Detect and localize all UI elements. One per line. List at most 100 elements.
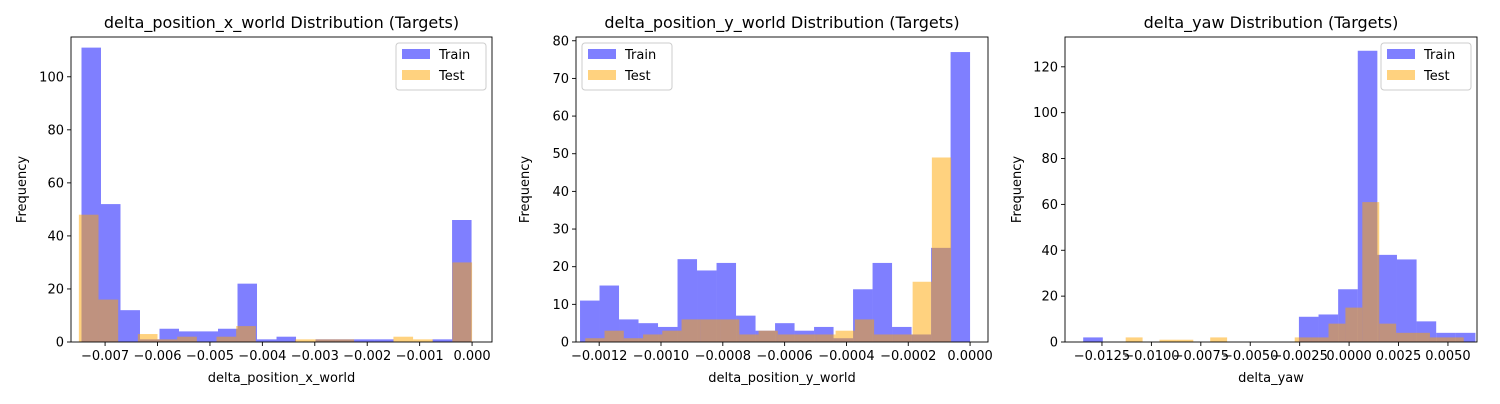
legend-swatch-train [588, 49, 616, 59]
x-tick-label: −0.0002 [880, 349, 936, 364]
bar-test-12 [314, 339, 335, 342]
bar-train-4 [159, 328, 179, 342]
y-tick-label: 60 [1041, 198, 1058, 213]
bar-test-13 [835, 330, 855, 342]
bar-test-1 [604, 330, 624, 342]
bar-test-17 [413, 339, 433, 342]
bar-test-16 [893, 334, 913, 342]
chart-title: delta_yaw Distribution (Targets) [1144, 13, 1399, 33]
series-test [78, 214, 473, 342]
y-tick-label: 40 [47, 229, 64, 244]
bar-test-3 [643, 334, 663, 342]
y-tick-label: 30 [552, 223, 569, 238]
bar-test-8 [236, 326, 256, 342]
series-train [81, 47, 472, 343]
bar-test-12 [1328, 323, 1346, 342]
legend-label-train: Train [438, 48, 470, 63]
y-tick-label: 50 [552, 147, 569, 162]
y-axis-label: Frequency [518, 156, 533, 223]
bar-train-19 [1455, 332, 1476, 342]
y-tick-label: 80 [47, 123, 64, 138]
bar-test-2 [1159, 339, 1177, 342]
y-tick-label: 100 [39, 70, 64, 85]
y-tick-label: 80 [552, 34, 569, 49]
bar-train-19 [950, 52, 971, 343]
x-tick-label: −0.0100 [1123, 349, 1179, 364]
bar-test-17 [1413, 332, 1430, 342]
bar-test-12 [816, 334, 836, 342]
bar-test-8 [739, 334, 759, 342]
legend-swatch-test [402, 70, 430, 80]
bar-test-14 [854, 319, 875, 342]
bar-train-11 [1298, 316, 1319, 342]
x-tick-label: −0.0075 [1173, 349, 1229, 364]
y-tick-label: 60 [47, 176, 64, 191]
x-tick-label: 0.0000 [947, 349, 993, 364]
bar-test-7 [216, 336, 237, 342]
bar-test-5 [681, 319, 701, 342]
bar-train-1 [599, 285, 620, 342]
chart-title: delta_position_y_world Distribution (Tar… [604, 13, 959, 33]
bar-test-9 [758, 330, 778, 342]
chart-title: delta_position_x_world Distribution (Tar… [104, 13, 459, 33]
x-axis-label: delta_position_y_world [708, 371, 855, 386]
legend-label-test: Test [438, 69, 465, 84]
x-tick-label: 0.0025 [1376, 349, 1422, 364]
y-tick-label: 70 [552, 72, 569, 87]
bar-train-6 [198, 331, 219, 342]
legend-swatch-train [1387, 49, 1415, 59]
bar-train-10 [276, 336, 297, 342]
bar-test-5 [1210, 337, 1228, 342]
y-tick-label: 100 [1033, 106, 1058, 121]
legend-label-train: Train [1423, 48, 1455, 63]
x-axis-label: delta_yaw [1238, 371, 1304, 386]
bar-test-6 [700, 319, 721, 342]
plot-frame [575, 36, 989, 343]
plot-frame [70, 36, 493, 343]
y-tick-label: 80 [1041, 152, 1058, 167]
x-tick-label: −0.0006 [756, 349, 812, 364]
y-tick-label: 60 [552, 110, 569, 125]
y-tick-label: 40 [552, 185, 569, 200]
x-tick-label: −0.004 [238, 349, 286, 364]
bar-test-2 [623, 338, 644, 342]
bar-test-15 [874, 334, 894, 342]
y-tick-label: 40 [1041, 244, 1058, 259]
bar-test-7 [720, 319, 740, 342]
chart-panel-2: −0.0012 −0.0010 −0.0008 −0.0006 −0.0004 −0.00… [518, 13, 993, 386]
bar-train-2 [619, 319, 639, 342]
series-train [580, 52, 971, 343]
bar-test-17 [912, 281, 932, 342]
chart-panel-1: −0.007 −0.006 −0.005 −0.004 −0.003 −0.002 −0.0… [15, 13, 493, 386]
x-tick-label: −0.0004 [818, 349, 874, 364]
bar-train-15 [872, 262, 893, 342]
legend: Train Test [395, 42, 487, 91]
bar-test-14 [1362, 202, 1380, 342]
x-tick-label: 0.0000 [1326, 349, 1372, 364]
y-tick-label: 120 [1033, 60, 1058, 75]
bar-test-10 [777, 334, 798, 342]
x-tick-label: 0.0050 [1425, 349, 1471, 364]
plot-frame [1064, 36, 1478, 343]
series-test [1125, 202, 1464, 342]
x-tick-label: −0.0012 [571, 349, 627, 364]
y-tick-label: 0 [56, 336, 64, 351]
bar-train-2 [120, 310, 140, 342]
x-tick-label: −0.0010 [633, 349, 689, 364]
x-tick-label: −0.0050 [1222, 349, 1278, 364]
legend-swatch-test [1387, 70, 1415, 80]
bar-test-4 [662, 330, 682, 342]
y-axis-label: Frequency [1010, 156, 1025, 223]
bar-test-10 [1294, 337, 1312, 342]
x-tick-label: −0.0025 [1271, 349, 1327, 364]
bar-test-0 [585, 338, 605, 342]
bar-test-15 [1379, 323, 1397, 342]
y-tick-label: 20 [47, 282, 64, 297]
legend-swatch-train [402, 49, 430, 59]
bar-test-4 [157, 339, 178, 342]
x-tick-label: 0.000 [453, 349, 490, 364]
legend-label-test: Test [624, 69, 651, 84]
series-train [1083, 50, 1476, 342]
